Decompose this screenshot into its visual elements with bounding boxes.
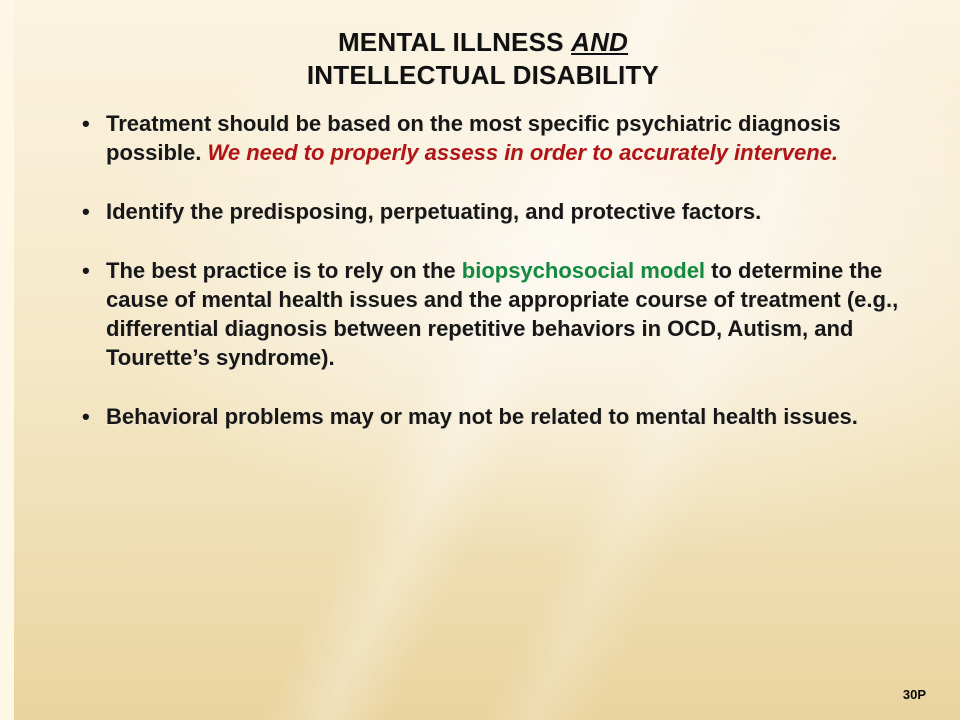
list-item: The best practice is to rely on the biop…	[80, 256, 904, 372]
list-item: Identify the predisposing, perpetuating,…	[80, 197, 904, 226]
title-line-1: MENTAL ILLNESS AND	[338, 27, 628, 57]
page-number: 30P	[903, 687, 926, 702]
bullet-text-pre: Identify the predisposing, perpetuating,…	[106, 199, 761, 224]
bullet-text-pre: The best practice is to rely on the	[106, 258, 462, 283]
title-and: AND	[571, 27, 628, 57]
title-line-2: INTELLECTUAL DISABILITY	[52, 59, 914, 92]
list-item: Behavioral problems may or may not be re…	[80, 402, 904, 431]
title-line-1-pre: MENTAL ILLNESS	[338, 27, 571, 57]
slide-title: MENTAL ILLNESS AND INTELLECTUAL DISABILI…	[52, 26, 914, 91]
list-item: Treatment should be based on the most sp…	[80, 109, 904, 167]
bullet-list: Treatment should be based on the most sp…	[80, 109, 904, 431]
bullet-text-accent: We need to properly assess in order to a…	[207, 140, 838, 165]
bullet-text-pre: Behavioral problems may or may not be re…	[106, 404, 858, 429]
bullet-text-accent: biopsychosocial model	[462, 258, 705, 283]
slide: MENTAL ILLNESS AND INTELLECTUAL DISABILI…	[0, 0, 960, 720]
